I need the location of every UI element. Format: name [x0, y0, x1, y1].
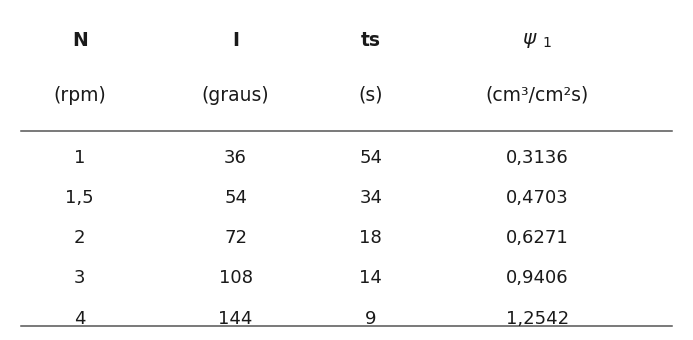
Text: N: N	[72, 31, 87, 50]
Text: I: I	[232, 31, 239, 50]
Text: 1,2542: 1,2542	[505, 310, 569, 327]
Text: (s): (s)	[358, 86, 383, 105]
Text: 34: 34	[359, 189, 383, 207]
Text: (rpm): (rpm)	[53, 86, 106, 105]
Text: (cm³/cm²s): (cm³/cm²s)	[486, 86, 588, 105]
Text: 36: 36	[224, 149, 247, 167]
Text: 1: 1	[74, 149, 85, 167]
Text: ts: ts	[361, 31, 380, 50]
Text: 2: 2	[74, 230, 85, 247]
Text: 72: 72	[224, 230, 247, 247]
Text: 0,9406: 0,9406	[506, 270, 568, 287]
Text: 1,5: 1,5	[65, 189, 94, 207]
Text: $\psi$ $_1$: $\psi$ $_1$	[522, 31, 552, 50]
Text: 9: 9	[365, 310, 376, 327]
Text: 108: 108	[218, 270, 253, 287]
Text: 54: 54	[224, 189, 247, 207]
Text: 3: 3	[74, 270, 85, 287]
Text: 54: 54	[359, 149, 383, 167]
Text: 14: 14	[359, 270, 383, 287]
Text: 4: 4	[74, 310, 85, 327]
Text: 0,6271: 0,6271	[506, 230, 568, 247]
Text: (graus): (graus)	[202, 86, 270, 105]
Text: 0,3136: 0,3136	[506, 149, 568, 167]
Text: 0,4703: 0,4703	[506, 189, 568, 207]
Text: 144: 144	[218, 310, 253, 327]
Text: 18: 18	[360, 230, 382, 247]
